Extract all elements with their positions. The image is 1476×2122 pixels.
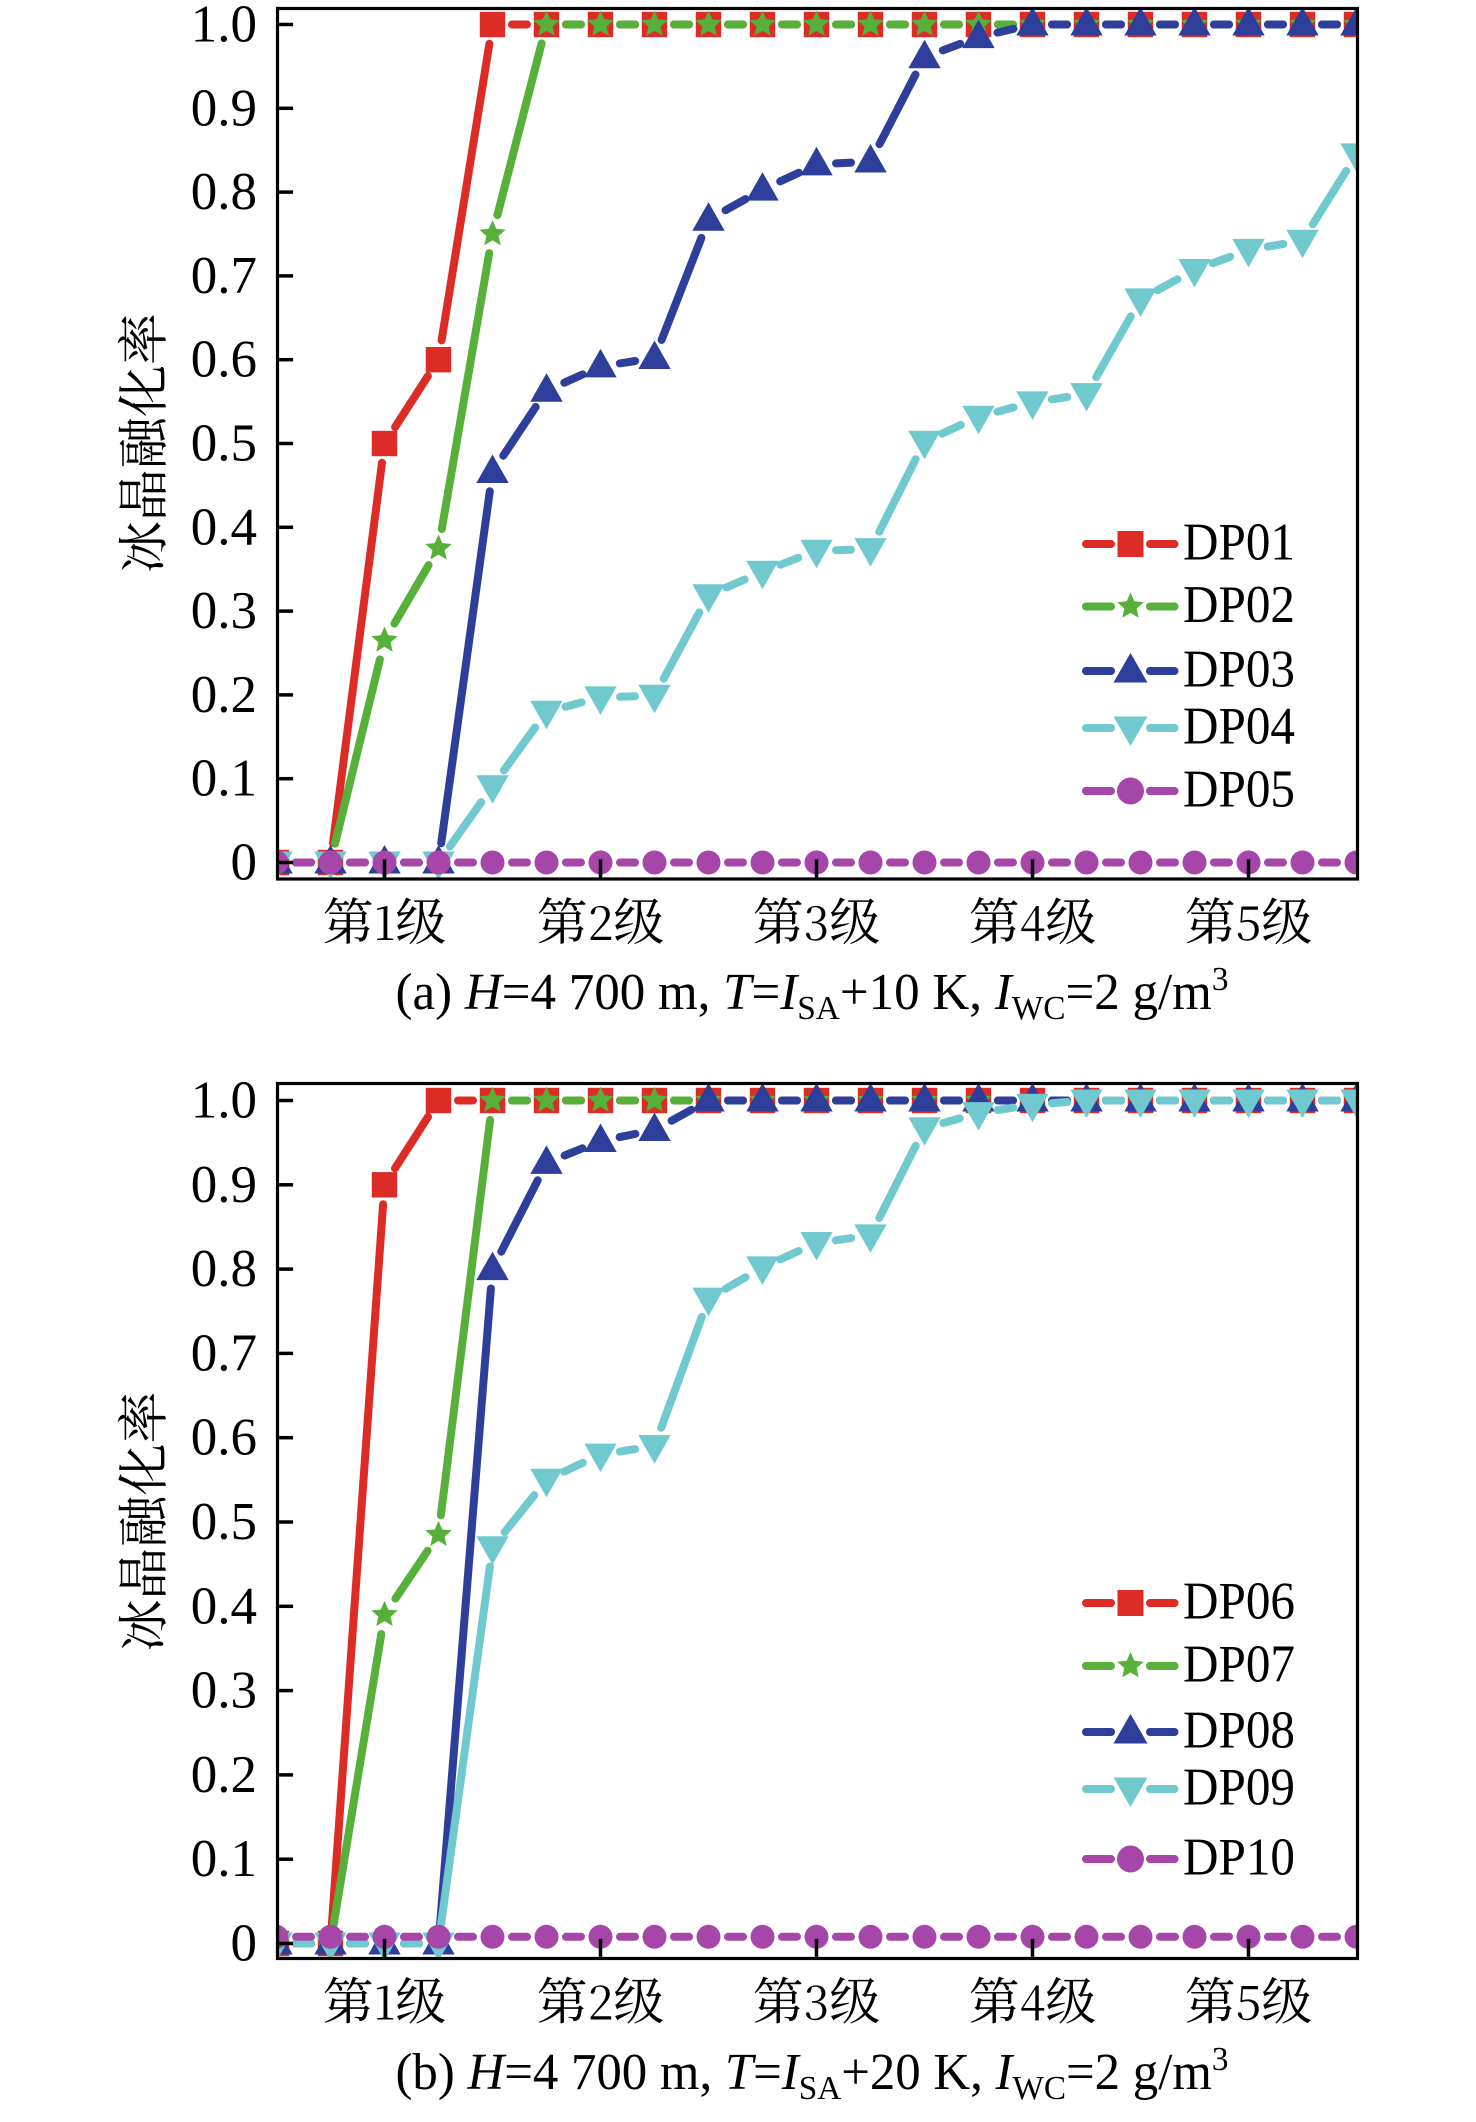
svg-text:DP04: DP04 <box>1183 698 1295 756</box>
svg-text:DP03: DP03 <box>1183 641 1295 699</box>
svg-text:1.0: 1.0 <box>191 0 257 54</box>
svg-text:0.4: 0.4 <box>191 1577 257 1635</box>
svg-text:0.5: 0.5 <box>191 415 257 473</box>
svg-text:0.2: 0.2 <box>191 1746 257 1804</box>
svg-text:0: 0 <box>231 834 258 892</box>
svg-text:0.9: 0.9 <box>191 79 257 137</box>
svg-text:0.7: 0.7 <box>191 1324 257 1382</box>
svg-text:DP09: DP09 <box>1183 1759 1295 1817</box>
svg-text:0.7: 0.7 <box>191 247 257 305</box>
svg-text:(b) H=4 700 m, T=ISA+20 K, IWC: (b) H=4 700 m, T=ISA+20 K, IWC=2 g/m3 <box>396 2041 1229 2107</box>
svg-text:DP05: DP05 <box>1183 761 1295 819</box>
svg-text:0.5: 0.5 <box>191 1493 257 1551</box>
svg-text:DP07: DP07 <box>1183 1636 1295 1694</box>
svg-text:0.9: 0.9 <box>191 1156 257 1214</box>
svg-text:DP01: DP01 <box>1183 514 1295 572</box>
svg-text:0.8: 0.8 <box>191 163 257 221</box>
svg-text:0.6: 0.6 <box>191 1409 257 1467</box>
svg-text:0.1: 0.1 <box>191 750 257 808</box>
svg-text:0.6: 0.6 <box>191 331 257 389</box>
svg-text:0.8: 0.8 <box>191 1240 257 1298</box>
svg-text:0.1: 0.1 <box>191 1830 257 1888</box>
svg-text:0.4: 0.4 <box>191 498 257 556</box>
svg-text:DP02: DP02 <box>1183 576 1295 634</box>
svg-text:0.3: 0.3 <box>191 1662 257 1720</box>
svg-text:DP10: DP10 <box>1183 1829 1295 1887</box>
svg-text:1.0: 1.0 <box>191 1072 257 1130</box>
svg-text:DP06: DP06 <box>1183 1573 1295 1631</box>
svg-text:0.2: 0.2 <box>191 666 257 724</box>
svg-text:0: 0 <box>231 1915 258 1973</box>
svg-text:0.3: 0.3 <box>191 582 257 640</box>
svg-text:DP08: DP08 <box>1183 1702 1295 1760</box>
